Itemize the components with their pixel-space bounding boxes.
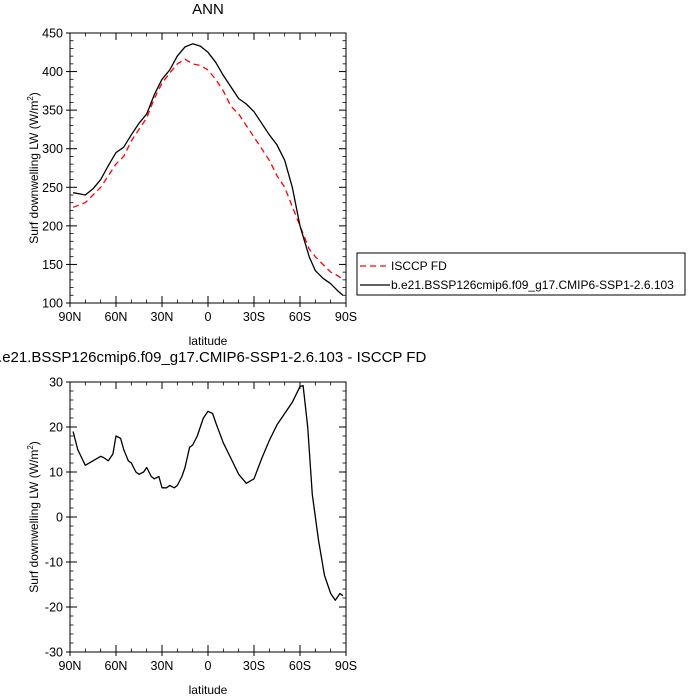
top-series-line-1 <box>72 43 344 296</box>
legend-label-isccp: ISCCP FD <box>391 259 447 273</box>
top-x-tick-labels: 90N 60N 30N 0 30S 60S 90S <box>59 310 358 324</box>
bottom-series-group <box>72 384 344 601</box>
y-tick-label: 300 <box>42 142 63 156</box>
bottom-x-axis-title: latitude <box>189 683 228 697</box>
legend: ISCCP FD b.e21.BSSP126cmip6.f09_g17.CMIP… <box>356 252 686 296</box>
x-tick-label: 60S <box>289 310 311 324</box>
bottom-x-tick-labels: 90N 60N 30N 0 30S 60S 90S <box>59 659 358 673</box>
bottom-axis-ticks <box>66 381 347 656</box>
legend-box <box>356 252 686 296</box>
bottom-series-line-0 <box>72 384 344 601</box>
y-tick-label: 0 <box>56 511 63 525</box>
top-y-axis-title-main: Surf downwelling LW (W/m <box>27 101 41 244</box>
y-tick-label: -20 <box>45 601 63 615</box>
y-tick-label: -30 <box>45 646 63 660</box>
bottom-chart-title: b.e21.BSSP126cmip6.f09_g17.CMIP6-SSP1-2.… <box>0 349 426 366</box>
x-tick-label: 30S <box>243 659 265 673</box>
top-y-axis-title-close: ) <box>27 92 41 96</box>
y-tick-label: 200 <box>42 219 63 233</box>
y-tick-label: 250 <box>42 181 63 195</box>
x-tick-label: 0 <box>205 310 212 324</box>
x-tick-label: 60N <box>105 659 128 673</box>
bottom-y-tick-labels: -30 -20 -10 0 10 20 30 <box>45 376 63 660</box>
x-tick-label: 60S <box>289 659 311 673</box>
top-line-chart: ANN 100 150 200 250 300 350 400 450 90N 60N 30N 0 3… <box>26 1 686 348</box>
top-chart-title: ANN <box>192 1 224 18</box>
y-tick-label: 350 <box>42 104 63 118</box>
bottom-y-axis-title-close: ) <box>27 441 41 445</box>
x-tick-label: 30S <box>243 310 265 324</box>
x-tick-label: 30N <box>151 310 174 324</box>
top-series-line-0 <box>72 58 344 281</box>
top-x-axis-title: latitude <box>189 334 228 348</box>
y-tick-label: 450 <box>42 27 63 41</box>
x-tick-label: 90S <box>335 659 357 673</box>
x-tick-label: 90S <box>335 310 357 324</box>
top-y-axis-title-superscript: 2 <box>26 96 35 101</box>
x-tick-label: 30N <box>151 659 174 673</box>
y-tick-label: 30 <box>49 376 63 390</box>
legend-label-model: b.e21.BSSP126cmip6.f09_g17.CMIP6-SSP1-2.… <box>391 278 674 292</box>
x-tick-label: 60N <box>105 310 128 324</box>
bottom-y-axis-title-main: Surf downwelling LW (W/m <box>27 450 41 593</box>
top-series-group <box>72 43 344 296</box>
y-tick-label: -10 <box>45 556 63 570</box>
bottom-y-axis-title-superscript: 2 <box>26 445 35 450</box>
x-tick-label: 90N <box>59 310 82 324</box>
y-tick-label: 400 <box>42 65 63 79</box>
top-y-axis-title: Surf downwelling LW (W/m2) <box>26 92 41 244</box>
top-y-tick-labels: 100 150 200 250 300 350 400 450 <box>42 27 63 311</box>
bottom-line-chart: b.e21.BSSP126cmip6.f09_g17.CMIP6-SSP1-2.… <box>0 349 426 697</box>
top-axis-ticks <box>66 32 347 307</box>
x-tick-label: 0 <box>205 659 212 673</box>
y-tick-label: 150 <box>42 258 63 272</box>
y-tick-label: 10 <box>49 466 63 480</box>
x-tick-label: 90N <box>59 659 82 673</box>
y-tick-label: 100 <box>42 297 63 311</box>
bottom-y-axis-title: Surf downwelling LW (W/m2) <box>26 441 41 593</box>
y-tick-label: 20 <box>49 421 63 435</box>
